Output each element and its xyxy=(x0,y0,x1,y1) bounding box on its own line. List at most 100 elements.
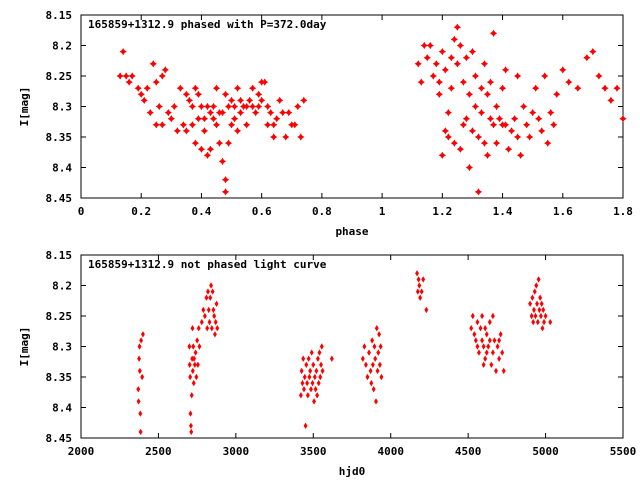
phased-data-point xyxy=(218,157,227,165)
unphased-data-points xyxy=(136,270,553,436)
phased-data-point xyxy=(122,72,130,80)
phased-data-point xyxy=(279,109,287,117)
phased-data-point xyxy=(477,84,486,92)
unphased-data-point xyxy=(196,325,201,332)
phased-data-point xyxy=(465,163,474,172)
phased-y-tick-label: 8.2 xyxy=(52,40,72,53)
unphased-data-point xyxy=(379,373,384,381)
phased-data-point xyxy=(589,48,597,56)
unphased-data-point xyxy=(320,367,325,375)
phased-data-point xyxy=(125,78,133,86)
unphased-data-point xyxy=(374,325,379,332)
unphased-data-point xyxy=(140,331,145,338)
phased-data-point xyxy=(246,96,254,104)
unphased-data-point xyxy=(372,343,377,350)
unphased-data-point xyxy=(490,349,495,356)
unphased-data-point xyxy=(537,306,542,314)
phased-data-point xyxy=(140,96,148,104)
phased-x-tick-label: 1 xyxy=(379,205,386,218)
phased-data-point xyxy=(613,84,621,92)
unphased-data-point xyxy=(495,343,500,350)
phased-data-point xyxy=(128,72,136,80)
phased-data-point xyxy=(206,109,215,117)
phased-data-point xyxy=(619,115,627,123)
unphased-data-point xyxy=(469,325,474,332)
phased-data-point xyxy=(137,90,145,98)
phased-x-tick-label: 1.8 xyxy=(613,205,633,218)
unphased-data-point xyxy=(473,337,478,344)
unphased-y-tick-label: 8.4 xyxy=(52,402,72,415)
unphased-data-point xyxy=(316,379,321,387)
phased-x-tick-label: 1.2 xyxy=(432,205,452,218)
phased-data-point xyxy=(474,133,483,141)
phased-data-point xyxy=(188,121,197,129)
unphased-y-axis-label: I[mag] xyxy=(18,327,31,367)
unphased-data-point xyxy=(371,386,376,393)
unphased-x-tick-label: 3000 xyxy=(223,445,250,458)
phased-data-point xyxy=(173,127,181,135)
phased-data-point xyxy=(538,127,546,135)
phased-y-tick-label: 8.3 xyxy=(52,101,72,114)
unphased-data-point xyxy=(187,361,192,368)
unphased-data-point xyxy=(419,288,424,295)
phased-data-point xyxy=(297,133,305,141)
phased-data-point xyxy=(197,102,206,111)
phased-data-point xyxy=(532,84,540,92)
unphased-data-point xyxy=(313,386,318,393)
phased-data-point xyxy=(176,84,184,92)
unphased-data-point xyxy=(300,379,305,387)
phased-y-tick-label: 8.35 xyxy=(46,131,73,144)
phased-data-point xyxy=(607,96,615,104)
unphased-data-point xyxy=(500,349,505,356)
phased-x-tick-label: 0.4 xyxy=(192,205,212,218)
unphased-data-point xyxy=(209,282,214,289)
unphased-data-point xyxy=(376,349,381,356)
unphased-data-point xyxy=(498,331,503,338)
phased-data-point xyxy=(209,115,218,123)
unphased-data-point xyxy=(195,361,200,368)
phased-data-point xyxy=(520,102,528,111)
phased-data-point xyxy=(119,48,127,56)
unphased-data-point xyxy=(541,306,546,314)
unphased-y-tick-label: 8.3 xyxy=(52,341,72,354)
phased-data-point xyxy=(583,54,591,62)
phased-x-tick-label: 0.8 xyxy=(312,205,332,218)
phased-data-point xyxy=(492,102,501,111)
unphased-data-point xyxy=(363,361,368,368)
phased-y-tick-label: 8.4 xyxy=(52,162,72,175)
phased-data-point xyxy=(255,102,263,111)
phased-data-point xyxy=(486,78,495,86)
unphased-data-point xyxy=(212,312,217,320)
phased-data-point xyxy=(541,72,549,80)
unphased-x-tick-label: 4000 xyxy=(377,445,404,458)
phased-data-point xyxy=(236,109,245,117)
phased-data-point xyxy=(414,60,422,68)
unphased-data-point xyxy=(487,337,492,344)
phased-data-point xyxy=(203,151,212,159)
phased-data-point xyxy=(465,90,474,98)
unphased-data-point xyxy=(497,355,502,362)
unphased-data-point xyxy=(418,294,423,301)
phased-data-point xyxy=(565,78,573,86)
unphased-data-point xyxy=(475,343,480,350)
phased-data-point xyxy=(489,29,498,37)
unphased-data-point xyxy=(309,349,314,356)
unphased-data-point xyxy=(215,325,220,332)
phased-chart-title: 165859+1312.9 phased with P=372.0day xyxy=(88,18,327,31)
phased-data-point xyxy=(438,48,446,56)
phased-y-tick-label: 8.45 xyxy=(46,192,73,205)
unphased-data-point xyxy=(367,349,371,356)
unphased-x-tick-label: 2000 xyxy=(68,445,95,458)
unphased-data-point xyxy=(417,282,422,289)
unphased-data-point xyxy=(312,373,317,381)
phased-data-point xyxy=(480,139,489,147)
unphased-data-point xyxy=(480,312,485,320)
phased-data-point xyxy=(550,121,558,129)
phased-data-point xyxy=(471,102,480,111)
unphased-data-point xyxy=(478,325,483,332)
unphased-data-point xyxy=(213,331,217,338)
phased-data-point xyxy=(158,121,166,129)
phased-data-point xyxy=(444,133,452,141)
phased-data-point xyxy=(559,66,567,74)
phased-y-tick-label: 8.25 xyxy=(46,70,73,83)
